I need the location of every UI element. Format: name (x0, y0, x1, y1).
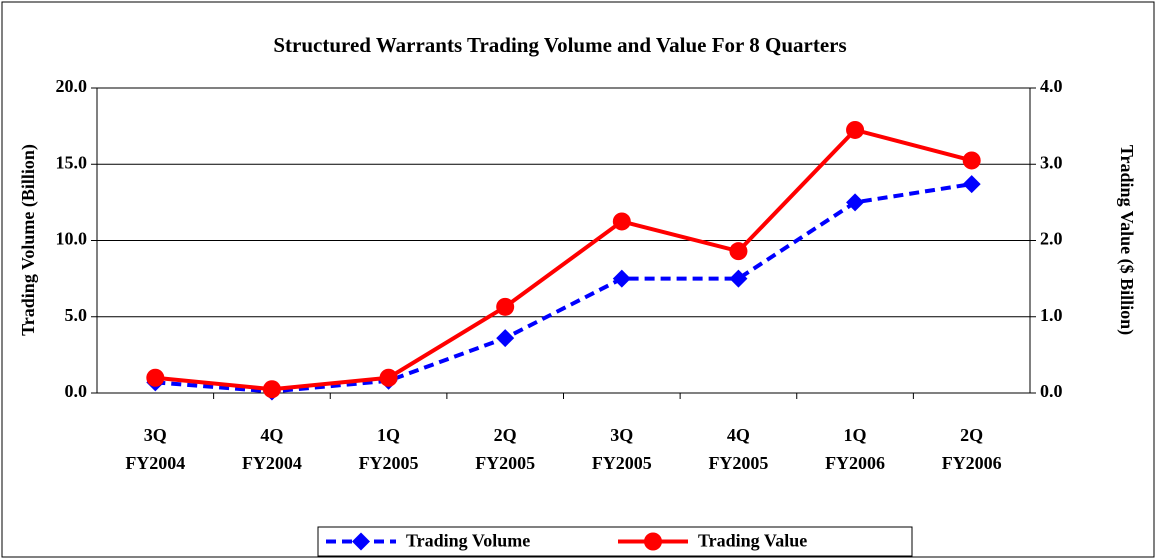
y-tick-label: 0.0 (65, 381, 88, 401)
x-tick-label: 1Q (377, 425, 400, 445)
legend-label: Trading Value (698, 531, 807, 551)
y-tick-label: 15.0 (56, 152, 88, 172)
x-tick-label: 3Q (144, 425, 167, 445)
marker-circle (846, 120, 865, 139)
y2-tick-label: 2.0 (1040, 229, 1063, 249)
marker-diamond (612, 269, 631, 288)
y2-tick-label: 3.0 (1040, 152, 1063, 172)
x-tick-label: FY2005 (359, 453, 419, 473)
marker-circle (496, 297, 515, 316)
legend-box (317, 526, 913, 557)
x-tick-label: 2Q (494, 425, 517, 445)
y2-tick-label: 0.0 (1040, 381, 1063, 401)
marker-diamond (962, 175, 981, 194)
y-tick-label: 10.0 (56, 229, 88, 249)
x-tick-label: FY2004 (125, 453, 185, 473)
legend-marker (644, 532, 662, 551)
x-tick-label: FY2004 (242, 453, 302, 473)
x-tick-label: 4Q (727, 425, 750, 445)
x-tick-label: 1Q (844, 425, 867, 445)
marker-circle (379, 368, 398, 387)
y-tick-label: 5.0 (65, 305, 88, 325)
y2-tick-label: 1.0 (1040, 305, 1063, 325)
x-tick-label: FY2006 (825, 453, 885, 473)
marker-circle (612, 212, 631, 231)
series-line (155, 127, 973, 392)
y-axis-label: Trading Volume (Billion) (18, 144, 39, 336)
marker-circle (729, 242, 748, 261)
x-tick-label: 4Q (260, 425, 283, 445)
x-tick-label: FY2005 (592, 453, 652, 473)
marker-diamond (846, 193, 865, 212)
legend-label: Trading Volume (406, 531, 530, 551)
x-tick-label: FY2005 (475, 453, 535, 473)
marker-circle (262, 380, 281, 399)
x-tick-label: 3Q (610, 425, 633, 445)
marker-diamond (496, 329, 515, 348)
series-line (155, 182, 972, 394)
x-tick-label: 2Q (960, 425, 983, 445)
marker-circle (146, 368, 165, 387)
y2-axis-label: Trading Value ($ Billion) (1116, 145, 1137, 335)
y2-tick-label: 4.0 (1040, 76, 1063, 96)
marker-circle (962, 151, 981, 170)
y-tick-label: 20.0 (56, 76, 88, 96)
legend-marker (352, 532, 370, 551)
x-tick-label: FY2006 (942, 453, 1002, 473)
chart-title: Structured Warrants Trading Volume and V… (273, 33, 846, 57)
x-tick-label: FY2005 (708, 453, 768, 473)
marker-diamond (729, 269, 748, 288)
